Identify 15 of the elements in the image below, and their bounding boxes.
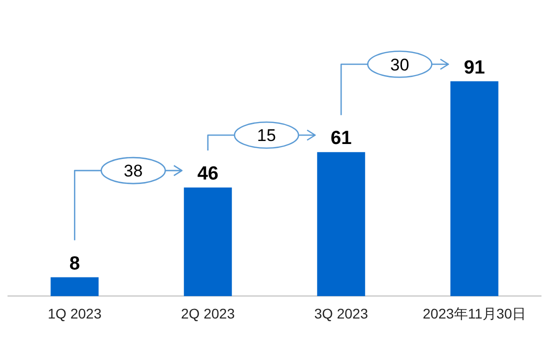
data-label: 8 bbox=[69, 253, 80, 274]
data-label: 61 bbox=[330, 128, 352, 150]
bar bbox=[50, 277, 99, 296]
annotation: 15 bbox=[257, 126, 276, 146]
data-label: 46 bbox=[197, 164, 218, 185]
text: 30 bbox=[390, 55, 410, 74]
annotation: 38 bbox=[124, 162, 143, 181]
data-label: 91 bbox=[464, 57, 486, 78]
bar bbox=[450, 81, 498, 296]
x-tick-label: 3Q 2023 bbox=[314, 305, 368, 322]
bar bbox=[184, 188, 232, 296]
x-tick-label: 2Q 2023 bbox=[181, 305, 235, 322]
x-tick-label: 2023年11月30日 bbox=[422, 305, 526, 322]
x-tick-label: 1Q 2023 bbox=[48, 305, 102, 322]
bar bbox=[317, 152, 366, 296]
